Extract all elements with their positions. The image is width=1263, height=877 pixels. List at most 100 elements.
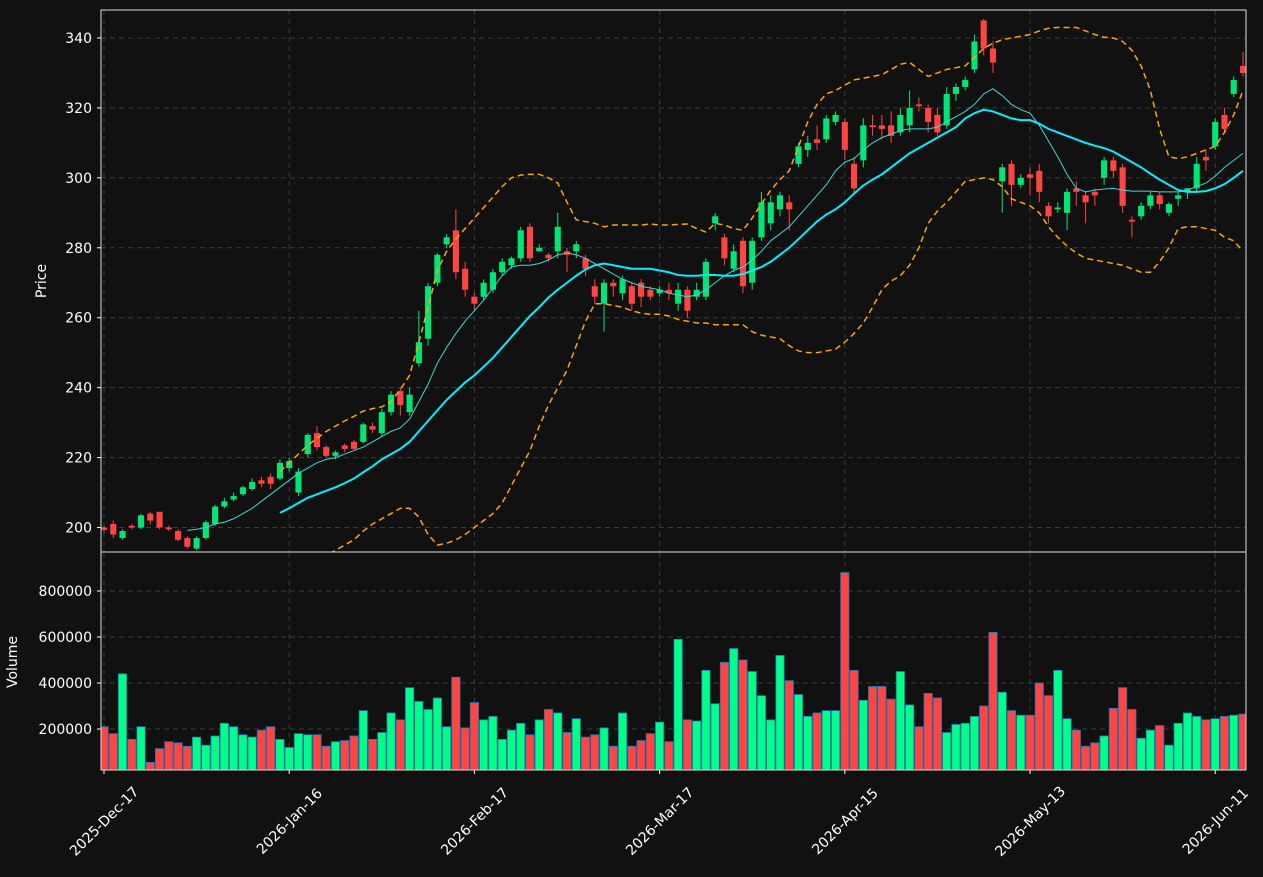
candle-body: [369, 426, 376, 430]
volume-bar: [969, 715, 980, 770]
candle-body: [888, 125, 895, 136]
candle-body: [193, 538, 200, 549]
volume-bar: [1043, 695, 1054, 770]
volume-bar: [534, 719, 544, 770]
volume-bar: [101, 726, 109, 770]
volume-bar: [201, 744, 211, 770]
volume-bar: [358, 710, 368, 770]
candle-body: [1119, 167, 1126, 206]
volume-bar: [1118, 687, 1128, 770]
volume-bar: [1053, 669, 1063, 770]
candle-body: [545, 254, 552, 259]
volume-bar: [1062, 718, 1072, 770]
candle-body: [823, 118, 830, 140]
y-tick-label: 200000: [39, 722, 92, 738]
volume-bar: [173, 742, 183, 770]
volume-bar: [1182, 712, 1193, 770]
volume-bar: [1229, 714, 1239, 770]
volume-bar: [997, 691, 1007, 770]
volume-bar: [340, 740, 350, 770]
x-tick-label: 2026-Jan-16: [254, 786, 326, 858]
y-tick-label: 400000: [39, 676, 92, 692]
candle-body: [249, 482, 256, 490]
candle-body: [1091, 191, 1098, 196]
volume-bar: [377, 732, 387, 770]
candle-body: [675, 289, 682, 304]
volume-bar: [914, 726, 924, 770]
candle-body: [795, 146, 802, 164]
candle-body: [832, 114, 839, 122]
volume-bar: [284, 747, 294, 770]
y-tick-label: 280: [65, 241, 92, 257]
candle-body: [869, 125, 876, 128]
volume-bar: [747, 671, 757, 770]
volume-bar: [432, 697, 442, 770]
candle-body: [415, 342, 422, 364]
volume-bar: [868, 686, 878, 770]
candle-body: [1008, 163, 1015, 185]
candle-body: [1110, 160, 1117, 171]
volume-bar: [479, 719, 489, 770]
candle-body: [1101, 160, 1108, 178]
candle-body: [915, 104, 922, 107]
volume-bar: [423, 709, 433, 770]
candle-body: [360, 424, 367, 442]
volume-bar: [1108, 707, 1118, 770]
volume-bar: [775, 655, 785, 770]
volume-bar: [618, 712, 628, 770]
volume-bar: [682, 719, 692, 770]
candle-body: [749, 240, 756, 283]
line-series: [279, 108, 1244, 514]
candle-body: [1026, 174, 1034, 178]
candle-body: [1193, 163, 1200, 189]
volume-bar: [330, 741, 341, 770]
y-tick-label: 260: [65, 311, 92, 327]
candle-body: [434, 254, 441, 283]
volume-bar: [349, 735, 359, 770]
volume-bar: [905, 704, 915, 770]
price-frame: [100, 9, 1247, 553]
candle-body: [851, 163, 858, 189]
volume-bar: [506, 729, 517, 770]
volume-bar: [590, 734, 600, 770]
candle-body: [489, 272, 496, 290]
candle-body: [739, 240, 747, 287]
volume-bar: [229, 726, 239, 770]
candle-body: [813, 139, 821, 143]
candle-body: [239, 487, 246, 495]
line-series: [187, 88, 1244, 531]
volume-bar: [460, 727, 470, 770]
candle-body: [1239, 65, 1246, 73]
y-tick-label: 600000: [39, 630, 92, 646]
volume-bar: [979, 705, 989, 770]
candle-body: [628, 286, 635, 304]
candle-body: [332, 452, 339, 456]
candle-body: [841, 121, 848, 150]
volume-bar: [1219, 715, 1230, 770]
candle-body: [1212, 121, 1219, 147]
volume-bar: [1201, 719, 1211, 770]
candle-body: [202, 522, 209, 539]
volume-bar: [942, 732, 952, 770]
candle-body: [286, 461, 293, 469]
volume-bar: [877, 686, 887, 770]
volume-bar: [525, 734, 535, 770]
volume-bar: [256, 729, 266, 770]
volume-bar: [1136, 737, 1146, 770]
y-tick-label: 320: [65, 101, 92, 117]
y-axis-label: Price: [34, 264, 50, 298]
candle-body: [1230, 79, 1237, 94]
volume-bar: [1081, 745, 1091, 770]
volume-bar: [395, 719, 405, 770]
candle-body: [175, 531, 182, 540]
candle-body: [934, 114, 941, 133]
volume-bar: [849, 669, 859, 770]
candle-body: [101, 527, 108, 530]
volume-bar: [1025, 714, 1035, 770]
volume-bar: [812, 712, 822, 770]
volume-bar: [784, 680, 794, 770]
candle-body: [989, 48, 997, 63]
candle-body: [1175, 195, 1182, 199]
volume-bar: [219, 722, 229, 770]
candle-body: [1036, 170, 1043, 192]
